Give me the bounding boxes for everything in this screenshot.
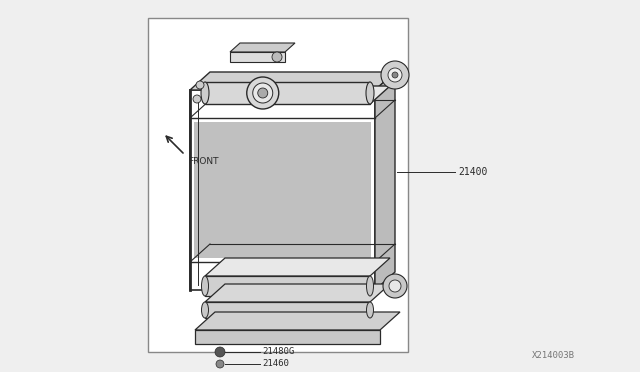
Polygon shape [205,258,390,276]
Text: 21400: 21400 [458,167,488,177]
Polygon shape [194,198,371,258]
Polygon shape [195,312,400,330]
Bar [148,18,408,352]
Polygon shape [194,122,371,202]
Polygon shape [375,72,395,290]
Circle shape [196,81,204,89]
Circle shape [258,88,268,98]
Circle shape [253,83,273,103]
Polygon shape [205,86,390,104]
Ellipse shape [367,302,374,318]
Text: X214003B: X214003B [532,351,575,360]
Polygon shape [190,72,395,90]
Circle shape [389,280,401,292]
Polygon shape [205,284,390,302]
Ellipse shape [201,82,209,104]
Circle shape [272,52,282,62]
Text: FRONT: FRONT [188,157,218,166]
Circle shape [247,77,279,109]
Text: 21480G: 21480G [262,347,294,356]
Ellipse shape [367,276,374,296]
Circle shape [215,347,225,357]
Circle shape [193,95,201,103]
Text: 21460: 21460 [262,359,289,369]
Bar [190,90,375,290]
Ellipse shape [202,276,209,296]
Polygon shape [230,43,295,52]
Polygon shape [230,52,285,62]
Ellipse shape [366,82,374,104]
Circle shape [388,68,402,82]
Circle shape [383,274,407,298]
Polygon shape [205,82,370,104]
Polygon shape [195,330,380,344]
Circle shape [392,72,398,78]
Polygon shape [205,302,370,318]
Polygon shape [205,276,370,296]
Ellipse shape [202,302,209,318]
Circle shape [216,360,224,368]
Circle shape [381,61,409,89]
